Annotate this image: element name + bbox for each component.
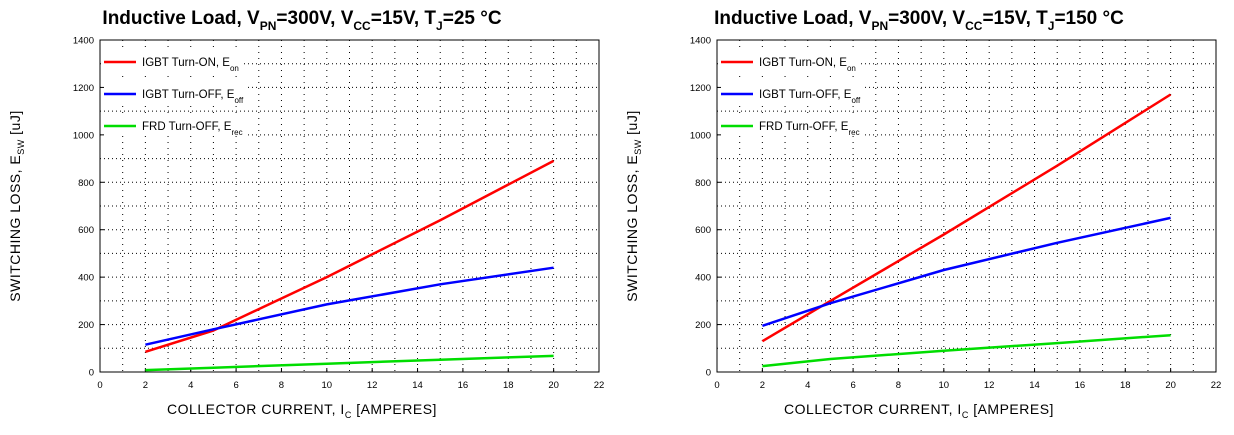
series-lines — [761, 93, 1172, 368]
switching-loss-chart-tj25: Inductive Load, VPN=300V, VCC=15V, TJ=25… — [7, 8, 604, 420]
legend-entry-bg — [721, 82, 865, 104]
chart-title: Inductive Load, VPN=300V, VCC=15V, TJ=25… — [102, 8, 501, 33]
y-tick-label: 400 — [695, 273, 711, 284]
series-lines — [145, 159, 555, 372]
grid — [717, 40, 1216, 372]
legend-label-rec: FRD Turn-OFF, Erec — [142, 121, 243, 137]
legend-entry-bg — [104, 82, 248, 104]
series-line-on — [145, 159, 555, 353]
series-line-off — [145, 266, 554, 346]
x-tick-label: 20 — [1165, 380, 1176, 391]
y-tick-label: 0 — [89, 368, 94, 379]
y-tick-label: 200 — [695, 320, 711, 331]
x-tick-label: 10 — [322, 380, 333, 391]
x-tick-label: 12 — [984, 380, 995, 391]
x-tick-label: 6 — [233, 380, 238, 391]
legend-entry-bg — [104, 114, 247, 136]
legend-label-rec: FRD Turn-OFF, Erec — [759, 121, 860, 137]
x-axis-label: COLLECTOR CURRENT, IC [AMPERES] — [167, 401, 437, 420]
legend-entry-bg — [721, 114, 864, 136]
y-tick-label: 1400 — [73, 36, 94, 47]
legend-label-off: IGBT Turn-OFF, Eoff — [759, 89, 861, 105]
x-tick-label: 12 — [367, 380, 378, 391]
y-tick-label: 400 — [78, 273, 94, 284]
x-tick-label: 14 — [1029, 380, 1040, 391]
grid — [100, 40, 599, 372]
x-tick-label: 18 — [1120, 380, 1131, 391]
series-line-off — [762, 216, 1171, 327]
x-tick-label: 4 — [188, 380, 193, 391]
x-tick-label: 8 — [279, 380, 284, 391]
legend-label-off: IGBT Turn-OFF, Eoff — [142, 89, 244, 105]
y-tick-label: 1000 — [73, 130, 94, 141]
x-tick-label: 22 — [1211, 380, 1222, 391]
legend: IGBT Turn-ON, Eon IGBT Turn-OFF, Eoff FRD … — [721, 50, 865, 137]
legend-label-on: IGBT Turn-ON, Eon — [142, 57, 239, 73]
y-tick-label: 1400 — [690, 36, 711, 47]
x-tick-label: 2 — [760, 380, 765, 391]
x-tick-label: 22 — [594, 380, 605, 391]
y-tick-label: 200 — [78, 320, 94, 331]
series-line-rec — [762, 333, 1171, 368]
x-tick-label: 4 — [805, 380, 810, 391]
tick-marks — [716, 39, 1217, 373]
x-tick-label: 16 — [1075, 380, 1086, 391]
x-tick-label: 10 — [939, 380, 950, 391]
x-tick-label: 6 — [850, 380, 855, 391]
chart-panel-tj25: Inductive Load, VPN=300V, VCC=15V, TJ=25… — [7, 8, 604, 420]
switching-loss-chart-tj150: Inductive Load, VPN=300V, VCC=15V, TJ=15… — [624, 8, 1221, 420]
x-tick-label: 18 — [503, 380, 514, 391]
chart-title: Inductive Load, VPN=300V, VCC=15V, TJ=15… — [714, 8, 1124, 33]
tick-labels: 0 2 4 6 8 10 12 14 16 18 20 22 0 200 400 600 800 1000 1200… — [690, 36, 1221, 392]
y-tick-label: 1000 — [690, 130, 711, 141]
y-tick-label: 1200 — [73, 83, 94, 94]
y-tick-label: 800 — [695, 178, 711, 189]
y-tick-label: 800 — [78, 178, 94, 189]
x-axis-label: COLLECTOR CURRENT, IC [AMPERES] — [784, 401, 1054, 420]
legend: IGBT Turn-ON, Eon IGBT Turn-OFF, Eoff FRD … — [104, 50, 248, 137]
chart-panel-tj150: Inductive Load, VPN=300V, VCC=15V, TJ=15… — [617, 0, 1234, 435]
y-axis-label: SWITCHING LOSS, ESW [uJ] — [7, 110, 26, 301]
legend-entry-bg — [104, 50, 243, 72]
x-tick-label: 16 — [458, 380, 469, 391]
y-tick-label: 600 — [695, 225, 711, 236]
series-line-on — [761, 93, 1172, 343]
y-tick-label: 1200 — [690, 83, 711, 94]
legend-label-on: IGBT Turn-ON, Eon — [759, 57, 856, 73]
x-tick-label: 0 — [714, 380, 719, 391]
tick-labels: 0 2 4 6 8 10 12 14 16 18 20 22 0 200 400 600 800 1000 1200… — [73, 36, 604, 392]
tick-marks — [99, 39, 600, 373]
y-tick-label: 0 — [706, 368, 711, 379]
x-tick-label: 20 — [548, 380, 559, 391]
series-line-rec — [145, 354, 554, 372]
legend-entry-bg — [721, 50, 860, 72]
x-tick-label: 2 — [143, 380, 148, 391]
x-tick-label: 14 — [412, 380, 423, 391]
x-tick-label: 8 — [896, 380, 901, 391]
y-axis-label: SWITCHING LOSS, ESW [uJ] — [624, 110, 643, 301]
y-tick-label: 600 — [78, 225, 94, 236]
x-tick-label: 0 — [97, 380, 102, 391]
